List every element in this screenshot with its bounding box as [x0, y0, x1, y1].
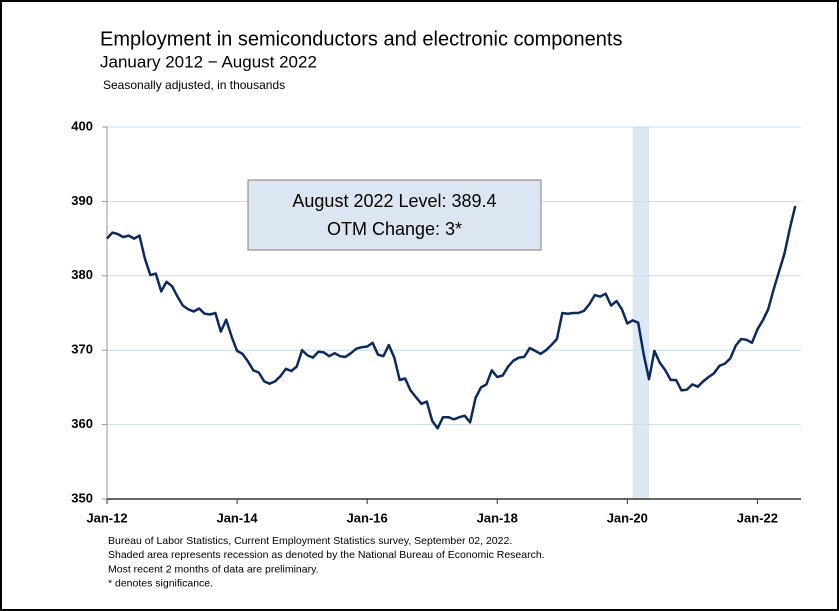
chart-subtitle: January 2012 − August 2022	[100, 52, 317, 71]
footnote: Most recent 2 months of data are prelimi…	[108, 563, 318, 575]
y-tick-label: 400	[71, 118, 93, 133]
y-tick-label: 380	[71, 267, 93, 282]
recession-band	[632, 127, 649, 499]
x-tick-label: Jan-16	[347, 510, 388, 525]
x-tick-label: Jan-20	[607, 510, 648, 525]
y-tick-label: 390	[71, 193, 93, 208]
y-tick-label: 360	[71, 416, 93, 431]
x-tick-label: Jan-18	[477, 510, 518, 525]
footnote: Shaded area represents recession as deno…	[108, 549, 545, 561]
annotation-text: August 2022 Level: 389.4	[292, 191, 496, 211]
footnote: * denotes significance.	[108, 578, 213, 590]
annotation-box	[247, 179, 542, 251]
x-tick-label: Jan-12	[86, 510, 127, 525]
x-tick-label: Jan-22	[737, 510, 778, 525]
chart-note: Seasonally adjusted, in thousands	[103, 78, 285, 92]
y-tick-label: 370	[71, 342, 93, 357]
series-line	[106, 205, 797, 430]
x-tick-label: Jan-14	[216, 510, 258, 525]
chart-title: Employment in semiconductors and electro…	[100, 28, 622, 50]
y-tick-label: 350	[71, 490, 93, 505]
annotation-text: OTM Change: 3*	[327, 219, 462, 239]
footnote: Bureau of Labor Statistics, Current Empl…	[108, 535, 512, 547]
